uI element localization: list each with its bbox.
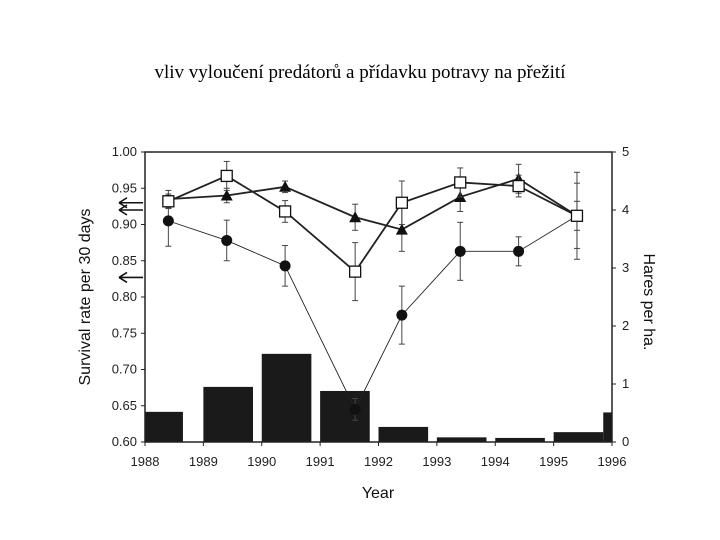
x-tick-label: 1994 xyxy=(481,454,510,469)
y-tick-label: 0.90 xyxy=(112,217,137,232)
data-point-square xyxy=(162,195,175,208)
density-bar xyxy=(320,390,370,442)
data-point-square xyxy=(512,179,525,193)
hares-density-bars xyxy=(145,353,612,442)
data-point-square xyxy=(570,209,584,222)
y-tick-label: 1.00 xyxy=(112,144,137,159)
tick-labels: 1988 1989 1990 1991 1992 1993 1994 1995 1996 1.00… xyxy=(112,144,630,469)
arrow-annotation xyxy=(118,204,143,216)
data-point-square xyxy=(454,176,467,189)
slide-title: vliv vyloučení predátorů a přídavku potr… xyxy=(154,62,566,83)
density-bar xyxy=(495,437,545,442)
y-tick-label: 0.60 xyxy=(112,434,137,449)
data-point-circle xyxy=(454,245,466,257)
data-point-triangle xyxy=(395,223,408,235)
x-axis-title: Year xyxy=(362,485,395,502)
y2-tick-label: 3 xyxy=(622,260,629,275)
y2-tick-label: 2 xyxy=(622,318,629,333)
y-tick-label: 0.70 xyxy=(112,362,137,377)
x-tick-label: 1996 xyxy=(598,454,627,469)
data-point-circle xyxy=(162,215,174,227)
y-tick-label: 0.85 xyxy=(112,253,137,268)
data-point-circle xyxy=(221,234,233,246)
data-point-square xyxy=(395,196,409,209)
density-bar xyxy=(145,411,183,442)
annotation-arrows xyxy=(118,197,143,284)
y2-tick-label: 1 xyxy=(622,376,629,391)
y-tick-label: 0.75 xyxy=(112,325,137,340)
y-axis-title: Survival rate per 30 days xyxy=(77,209,94,386)
density-bar xyxy=(603,412,612,442)
x-tick-label: 1992 xyxy=(364,454,393,469)
survival-series xyxy=(162,160,584,421)
y-tick-label: 0.95 xyxy=(112,180,137,195)
y-tick-label: 0.65 xyxy=(112,398,137,413)
data-point-circle xyxy=(349,403,361,415)
data-point-circle xyxy=(279,260,291,272)
arrow-annotation xyxy=(118,271,143,284)
y-tick-label: 0.80 xyxy=(112,289,137,304)
density-bar xyxy=(261,353,312,442)
arrow-annotation xyxy=(118,197,143,209)
series-line xyxy=(168,215,578,411)
x-tick-label: 1990 xyxy=(247,454,276,469)
density-bar xyxy=(203,386,253,442)
y2-tick-label: 0 xyxy=(622,434,629,449)
x-tick-label: 1991 xyxy=(306,454,335,469)
data-point-square xyxy=(278,205,292,218)
data-point-triangle xyxy=(349,211,362,223)
data-point-triangle xyxy=(220,189,233,201)
series-line xyxy=(167,174,578,273)
y2-axis-title: Hares per ha. xyxy=(640,254,657,351)
series-line xyxy=(168,177,578,231)
y2-tick-label: 4 xyxy=(622,202,629,217)
data-point-triangle xyxy=(279,180,292,192)
data-point-circle xyxy=(396,309,408,321)
data-point-square xyxy=(348,265,362,278)
x-tick-label: 1989 xyxy=(189,454,218,469)
density-bar xyxy=(436,437,487,442)
density-bar xyxy=(553,432,604,442)
density-bar xyxy=(378,426,429,442)
x-tick-label: 1995 xyxy=(539,454,568,469)
data-point-circle xyxy=(513,245,525,257)
x-tick-label: 1988 xyxy=(131,454,160,469)
y2-tick-label: 5 xyxy=(622,144,629,159)
x-tick-label: 1993 xyxy=(422,454,451,469)
data-point-square xyxy=(220,169,233,183)
